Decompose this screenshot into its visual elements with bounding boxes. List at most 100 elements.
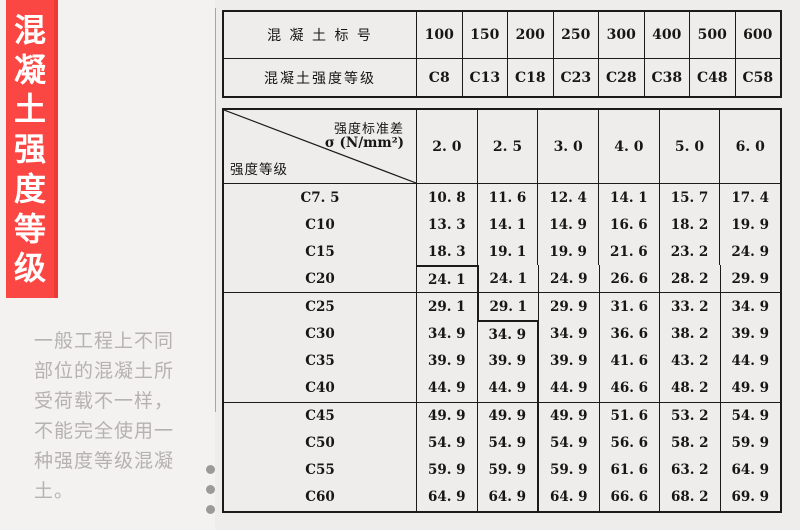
- strength-value-cell: 43. 2: [659, 347, 720, 375]
- strength-value-cell: 61. 6: [598, 456, 660, 484]
- table-row: C7. 5 10. 8 11. 6 12. 4 14. 1 15. 7 17. 4: [224, 184, 780, 212]
- strength-value-cell: 56. 6: [598, 429, 660, 457]
- strength-value-cell: 54. 9: [416, 429, 477, 457]
- grade-class-cell: C48: [689, 59, 735, 96]
- sigma-table-body: C7. 5 10. 8 11. 6 12. 4 14. 1 15. 7 17. 4 C10 13…: [224, 184, 780, 511]
- strength-grade-cell: C20: [305, 270, 335, 287]
- strength-value-cell: 33. 2: [659, 293, 720, 321]
- strength-value-cell: 48. 2: [659, 374, 720, 402]
- strength-value-cell: 18. 2: [658, 211, 720, 239]
- strength-value-cell: 15. 7: [658, 184, 720, 212]
- strength-value-cell: 17. 4: [719, 184, 780, 212]
- banner-char: 混: [13, 11, 46, 48]
- corner-bottom-label: 强度等级: [230, 162, 288, 178]
- grade-number-cell: 300: [598, 12, 644, 58]
- carousel-dot[interactable]: [206, 505, 215, 514]
- strength-value-cell: 34. 9: [719, 293, 781, 321]
- left-panel: 混 凝 土 强 度 等 级 一般工程上不同 部位的混凝土所 受荷载不一样， 不能…: [0, 0, 216, 530]
- table-row: C40 44. 9 44. 9 44. 9 46. 6 48. 2 49. 9: [224, 374, 780, 402]
- carousel-dot[interactable]: [206, 465, 215, 474]
- strength-value-cell: 29. 9: [719, 265, 781, 293]
- strength-grade-cell: C45: [305, 408, 335, 425]
- table-row: C55 59. 9 59. 9 59. 9 61. 6 63. 2 64. 9: [224, 456, 780, 484]
- strength-grade-cell: C15: [305, 243, 335, 260]
- strength-value-cell: 58. 2: [659, 429, 720, 457]
- strength-value-cell: 63. 2: [659, 456, 720, 484]
- grade-number-cell: 250: [552, 12, 599, 58]
- strength-value-cell: 26. 6: [598, 265, 660, 293]
- strength-value-cell: 54. 9: [537, 429, 599, 457]
- table-row: C45 49. 9 49. 9 49. 9 51. 6 53. 2 54. 9: [224, 401, 781, 430]
- grade-class-cell: C28: [598, 59, 644, 96]
- grade-class-cell: C58: [734, 59, 781, 96]
- banner-char: 强: [13, 131, 46, 167]
- caption-line: 受荷载不一样，: [34, 391, 175, 412]
- corner-top-label: 强度标准差: [333, 122, 404, 137]
- table-row: C30 34. 9 34. 9 34. 9 36. 6 38. 2 39. 9: [224, 320, 781, 348]
- strength-value-cell: 19. 1: [476, 238, 538, 266]
- strength-value-cell: 59. 9: [719, 429, 781, 457]
- strength-value-cell: 64. 9: [416, 483, 477, 511]
- sigma-value-cell: 2. 5: [476, 110, 538, 183]
- strength-grade-cell: C60: [305, 489, 335, 506]
- strength-value-cell: 31. 6: [598, 293, 660, 321]
- strength-value-cell: 53. 2: [659, 402, 720, 430]
- grade-class-cell: C23: [552, 59, 599, 96]
- strength-value-cell: 44. 9: [719, 347, 781, 375]
- strength-value-cell: 34. 9: [416, 320, 477, 348]
- banner-char: 土: [13, 91, 46, 128]
- strength-value-cell: 54. 9: [476, 429, 538, 457]
- strength-value-cell: 29. 9: [538, 293, 599, 321]
- caption-text: 一般工程上不同 部位的混凝土所 受荷载不一样， 不能完全使用一 种强度等级混凝 …: [34, 327, 209, 507]
- strength-value-cell: 59. 9: [537, 456, 599, 484]
- strength-value-cell: 66. 6: [598, 483, 660, 511]
- strength-value-cell: 46. 6: [598, 374, 660, 402]
- sigma-value-cell: 5. 0: [658, 110, 720, 183]
- corner-sigma-unit-label: σ (N/mm²): [324, 135, 404, 151]
- carousel-dot[interactable]: [206, 485, 215, 494]
- row-label-cell: 混凝土强度等级: [264, 70, 376, 87]
- strength-value-cell: 59. 9: [476, 456, 538, 484]
- grade-mapping-table: 混 凝 土 标 号 100 150 200 250 300 400 500 600 混凝土强度…: [222, 10, 782, 98]
- strength-value-cell: 38. 2: [659, 320, 720, 348]
- banner-char: 凝: [13, 51, 46, 88]
- grade-number-cell: 600: [734, 12, 781, 58]
- strength-value-cell: 68. 2: [659, 483, 720, 511]
- strength-value-cell: 44. 9: [476, 374, 538, 402]
- strength-value-cell: 14. 1: [476, 211, 538, 239]
- strength-value-cell: 24. 1: [476, 265, 539, 293]
- grade-number-cell: 200: [507, 12, 553, 58]
- strength-value-cell: 39. 9: [719, 320, 781, 348]
- table-row: C20 24. 1 24. 1 24. 9 26. 6 28. 2 29. 9: [224, 265, 781, 293]
- table-row: C10 13. 3 14. 1 14. 9 16. 6 18. 2 19. 9: [224, 211, 780, 239]
- strength-value-cell: 12. 4: [537, 184, 598, 212]
- table-row: C15 18. 3 19. 1 19. 9 21. 6 23. 2 24. 9: [224, 238, 780, 266]
- caption-line: 不能完全使用一: [34, 421, 175, 442]
- sigma-table-header: 强度标准差 σ (N/mm²) 强度等级 2. 0 2. 5 3. 0 4. 0 5. …: [224, 110, 780, 184]
- sigma-value-cell: 6. 0: [719, 110, 780, 183]
- table-row: C60 64. 9 64. 9 64. 9 66. 6 68. 2 69. 9: [224, 483, 780, 511]
- strength-value-cell: 44. 9: [416, 374, 477, 402]
- strength-grade-cell: C55: [305, 462, 335, 479]
- sigma-value-cell: 3. 0: [537, 110, 598, 183]
- strength-grade-cell: C7. 5: [300, 189, 340, 206]
- strength-value-cell: 24. 9: [719, 238, 780, 266]
- grade-number-cell: 500: [689, 12, 735, 58]
- strength-grade-cell: C30: [305, 325, 335, 342]
- table-row: C35 39. 9 39. 9 39. 9 41. 6 43. 2 44. 9: [224, 347, 781, 375]
- table-row: C50 54. 9 54. 9 54. 9 56. 6 58. 2 59. 9: [224, 429, 781, 457]
- strength-value-cell: 54. 9: [719, 402, 781, 430]
- strength-grade-cell: C25: [305, 298, 335, 315]
- strength-value-cell: 28. 2: [659, 265, 720, 293]
- strength-value-cell: 24. 1: [416, 265, 477, 293]
- strength-value-cell: 24. 9: [538, 265, 599, 293]
- strength-value-cell: 29. 1: [416, 293, 477, 321]
- sigma-value-cell: 4. 0: [598, 110, 659, 183]
- strength-value-cell: 19. 9: [719, 211, 780, 239]
- grade-class-cell: C38: [643, 59, 690, 96]
- strength-value-cell: 64. 9: [476, 483, 538, 511]
- grade-number-cell: 400: [643, 12, 690, 58]
- caption-line: 一般工程上不同: [34, 331, 175, 352]
- row-label-cell: 混 凝 土 标 号: [267, 28, 373, 44]
- strength-value-cell: 36. 6: [598, 320, 660, 348]
